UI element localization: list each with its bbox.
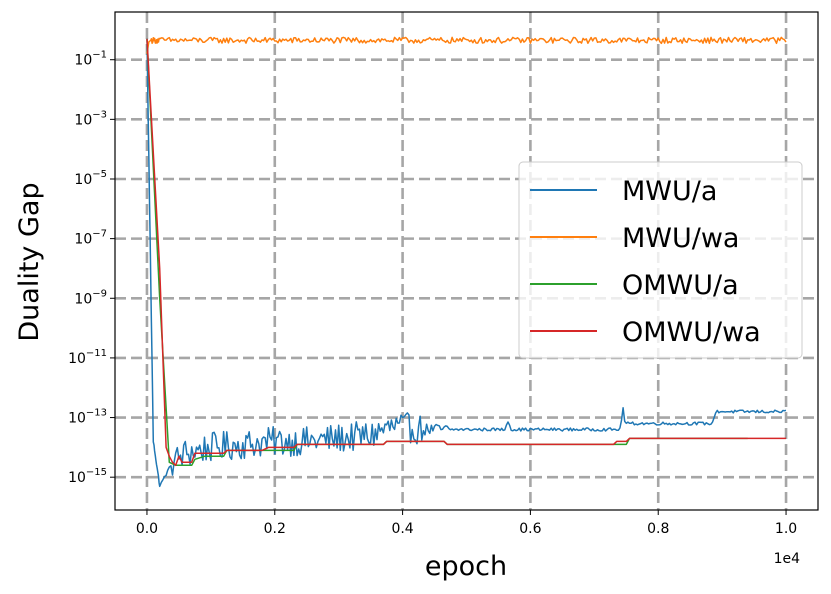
x-axis-ticks: 0.0 0.2 0.4 0.6 0.8 1.0 xyxy=(136,510,797,537)
y-axis-label: Duality Gap xyxy=(14,182,45,341)
y-tick-label: 10−5 xyxy=(74,169,107,188)
legend-label: MWU/a xyxy=(622,176,717,207)
y-tick-label: 10−3 xyxy=(74,109,107,128)
y-axis-ticks: 10−1 10−3 10−5 10−7 10−9 10−11 10−13 10−15 xyxy=(68,50,115,486)
x-tick-label: 1.0 xyxy=(775,521,797,537)
y-tick-label: 10−1 xyxy=(74,50,107,69)
plot-frame xyxy=(114,11,819,511)
y-tick-label: 10−15 xyxy=(68,467,107,486)
x-axis-label: epoch xyxy=(425,551,507,582)
x-axis-offset-label: 1e4 xyxy=(774,551,801,567)
x-tick-label: 0.6 xyxy=(519,521,541,537)
x-tick-label: 0.0 xyxy=(136,521,158,537)
legend-label: OMWU/wa xyxy=(622,317,761,348)
series-lines xyxy=(146,36,787,488)
legend-label: MWU/wa xyxy=(622,223,739,254)
legend-box xyxy=(518,161,803,359)
series-line-mwu-wa xyxy=(146,36,787,54)
grid xyxy=(115,12,818,510)
x-tick-label: 0.8 xyxy=(647,521,669,537)
y-tick-label: 10−9 xyxy=(74,288,107,307)
y-tick-label: 10−7 xyxy=(74,229,107,248)
legend: MWU/a MWU/wa OMWU/a OMWU/wa xyxy=(518,161,803,359)
y-tick-label: 10−11 xyxy=(68,348,107,367)
series-line-mwu-a xyxy=(146,38,787,488)
x-tick-label: 0.2 xyxy=(264,521,286,537)
x-tick-label: 0.4 xyxy=(391,521,413,537)
series-line-omwu-wa xyxy=(146,38,786,467)
y-tick-label: 10−13 xyxy=(68,408,107,427)
legend-label: OMWU/a xyxy=(622,270,739,301)
